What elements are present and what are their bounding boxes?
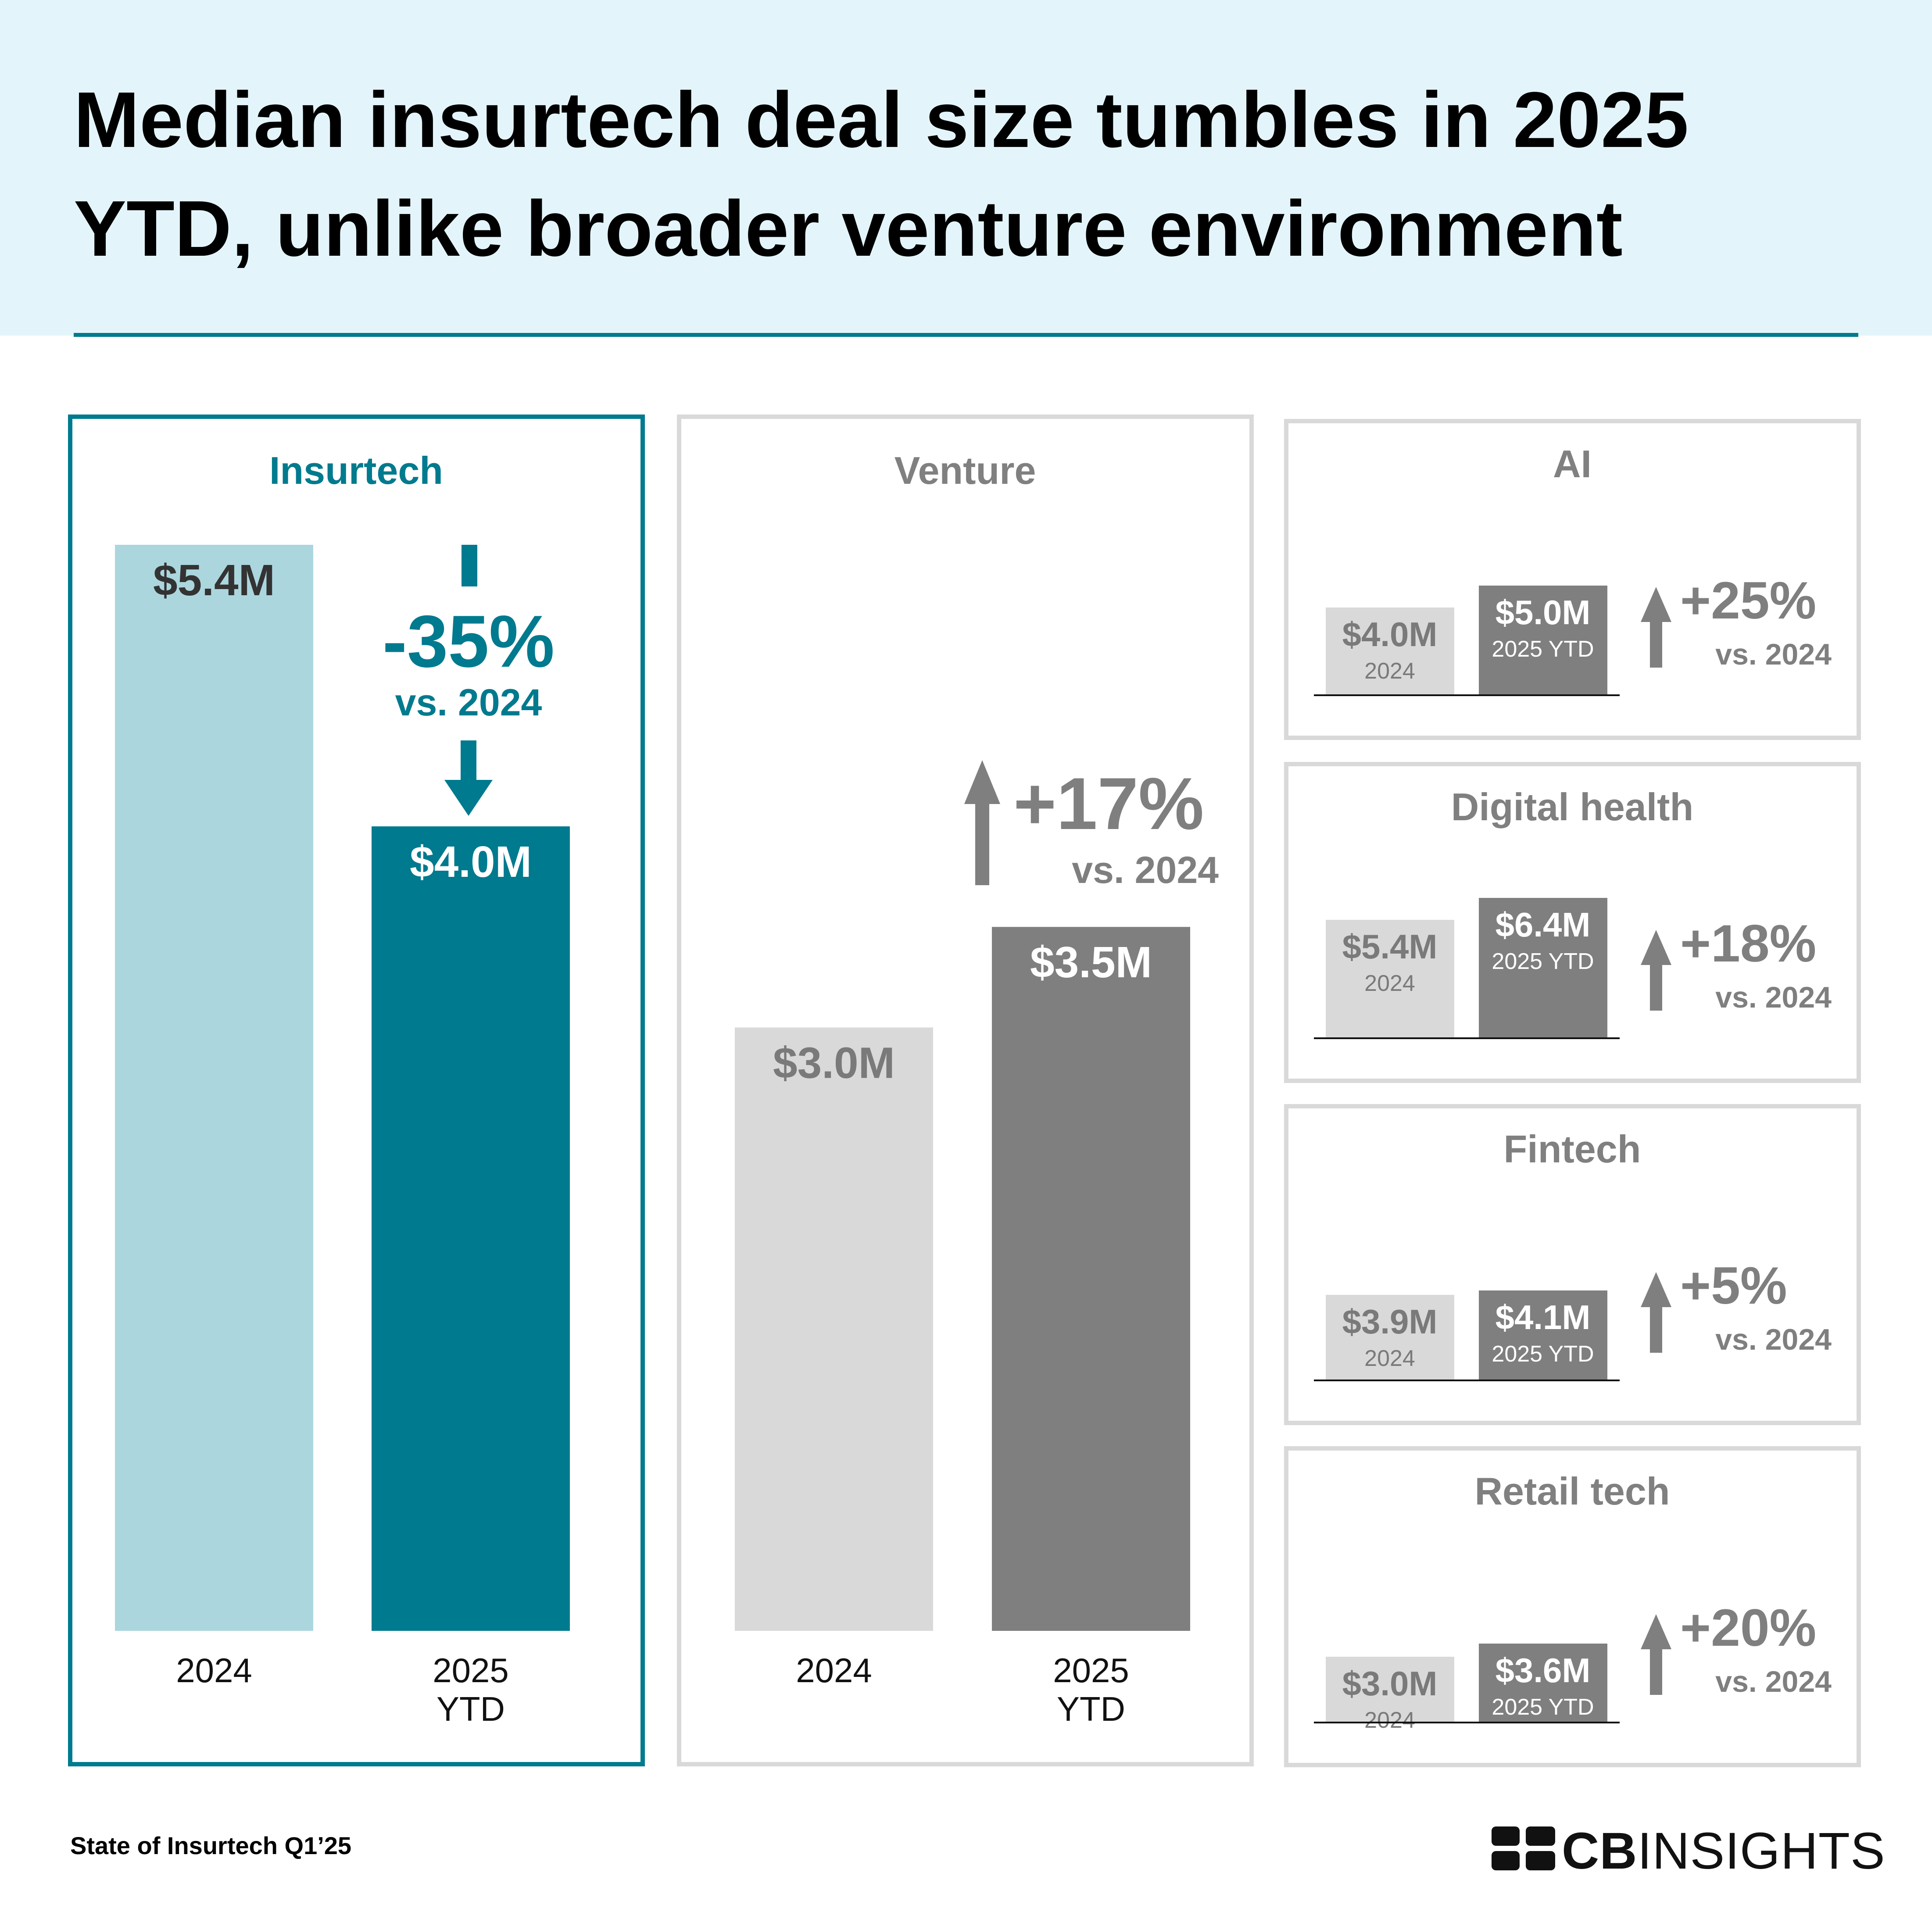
small-panel-0-category-label-1: 2025 YTD <box>1492 636 1594 662</box>
insurtech-panel-frame <box>68 415 645 1766</box>
header-band <box>0 0 1932 336</box>
small-panel-3-category-label-1: 2025 YTD <box>1492 1694 1594 1720</box>
small-panel-2-bar-label-1: $4.1M <box>1496 1298 1591 1337</box>
small-panel-2-bar-0 <box>1326 1295 1454 1380</box>
venture-panel-title: Venture <box>894 449 1036 492</box>
insurtech-change-sub: vs. 2024 <box>395 682 542 724</box>
insurtech-category-label-1: 2025 YTD <box>433 1651 509 1728</box>
venture-bar-label-1: $3.5M <box>1030 938 1152 987</box>
small-panel-2-title: Fintech <box>1504 1127 1641 1171</box>
small-panel-2-bar-1 <box>1479 1290 1607 1380</box>
venture-change-sub: vs. 2024 <box>1072 849 1219 891</box>
venture-category-label-0: 2024 <box>796 1651 872 1690</box>
venture-up-arrow-icon <box>964 760 1000 885</box>
small-panel-0-change-value: +25% <box>1680 571 1816 630</box>
insurtech-bar-label-0: $5.4M <box>153 556 275 605</box>
small-panel-1-category-label-1: 2025 YTD <box>1492 949 1594 974</box>
insurtech-bar-label-1: $4.0M <box>410 837 532 886</box>
small-panel-3-up-arrow-icon <box>1641 1614 1671 1695</box>
insurtech-category-label-0: 2024 <box>176 1651 252 1690</box>
small-panel-2-change-value: +5% <box>1680 1256 1787 1315</box>
insurtech-change-value: -35% <box>383 600 555 683</box>
insurtech-down-arrow-icon <box>444 740 493 816</box>
small-panel-2-category-label-0: 2024 <box>1364 1346 1415 1371</box>
small-panel-1-bar-1 <box>1479 898 1607 1038</box>
small-panel-3-category-label-0: 2024 <box>1364 1708 1415 1733</box>
cbinsights-logo-text: CBINSIGHTS <box>1562 1822 1885 1880</box>
small-panel-2-bar-label-0: $3.9M <box>1342 1302 1438 1341</box>
small-panel-0-bar-label-1: $5.0M <box>1496 593 1591 632</box>
venture-panel-frame <box>677 415 1254 1766</box>
insurtech-bar-0 <box>115 545 313 1631</box>
venture-bar-0 <box>735 1027 933 1631</box>
small-panel-0-category-label-0: 2024 <box>1364 658 1415 684</box>
venture-bar-label-0: $3.0M <box>773 1038 895 1087</box>
small-panel-3-frame <box>1284 1446 1861 1767</box>
small-panel-3-bar-1 <box>1479 1644 1607 1723</box>
small-panel-0-frame <box>1284 419 1861 740</box>
insurtech-bar-1 <box>372 826 570 1631</box>
small-panel-2-category-label-1: 2025 YTD <box>1492 1341 1594 1367</box>
cbinsights-logo: CBINSIGHTS <box>1492 1817 1885 1880</box>
source-note: State of Insurtech Q1’25 <box>70 1832 352 1859</box>
small-panel-1-bar-label-0: $5.4M <box>1342 927 1438 966</box>
small-panel-0-bar-label-0: $4.0M <box>1342 615 1438 654</box>
small-panel-3-change-sub: vs. 2024 <box>1715 1665 1832 1698</box>
small-panel-1-frame <box>1284 762 1861 1083</box>
chart-title: Median insurtech deal size tumbles in 20… <box>74 76 1689 273</box>
small-panel-3-title: Retail tech <box>1474 1469 1670 1513</box>
small-panel-1-change-sub: vs. 2024 <box>1715 981 1832 1014</box>
cbinsights-logo-icon <box>1492 1826 1555 1870</box>
insurtech-panel-title: Insurtech <box>269 449 443 492</box>
small-panel-2-up-arrow-icon <box>1641 1272 1671 1353</box>
small-panel-1-change-value: +18% <box>1680 914 1816 973</box>
small-panel-1-bar-label-1: $6.4M <box>1496 905 1591 944</box>
insurtech-change-arrow-tail <box>462 545 477 586</box>
small-panel-0-bar-0 <box>1326 608 1454 695</box>
small-panel-1-category-label-0: 2024 <box>1364 971 1415 996</box>
small-panel-3-bar-label-1: $3.6M <box>1496 1651 1591 1690</box>
small-panel-2-frame <box>1284 1104 1861 1425</box>
small-panel-0-up-arrow-icon <box>1641 587 1671 668</box>
small-panel-3-bar-label-0: $3.0M <box>1342 1664 1438 1703</box>
title-divider <box>74 333 1858 337</box>
small-panel-3-bar-0 <box>1326 1657 1454 1723</box>
venture-change-value: +17% <box>1013 762 1204 845</box>
small-panel-0-bar-1 <box>1479 586 1607 695</box>
small-panel-1-bar-0 <box>1326 920 1454 1038</box>
small-panel-2-change-sub: vs. 2024 <box>1715 1323 1832 1356</box>
small-panel-1-title: Digital health <box>1451 785 1694 829</box>
small-panel-1-up-arrow-icon <box>1641 930 1671 1011</box>
venture-category-label-1: 2025 YTD <box>1053 1651 1129 1728</box>
venture-bar-1 <box>992 927 1190 1631</box>
small-panel-0-title: AI <box>1553 442 1592 486</box>
small-panel-3-change-value: +20% <box>1680 1598 1816 1657</box>
small-panel-0-change-sub: vs. 2024 <box>1715 638 1832 671</box>
